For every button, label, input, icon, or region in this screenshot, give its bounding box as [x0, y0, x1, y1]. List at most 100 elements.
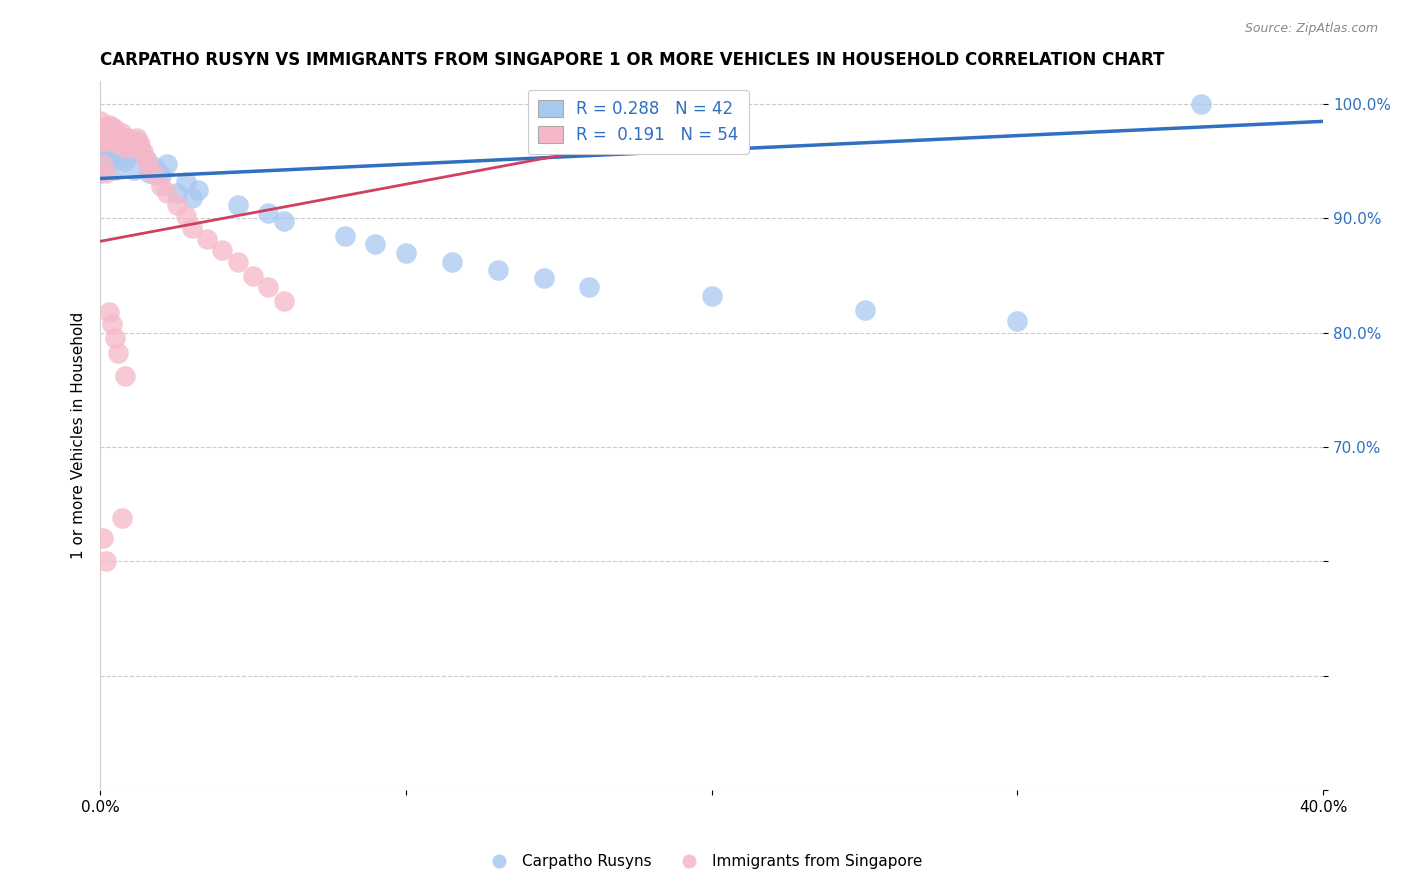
Point [98, 305, 121, 319]
Point [107, 137, 129, 152]
Point [166, 198, 188, 212]
Text: Source: ZipAtlas.com: Source: ZipAtlas.com [1244, 22, 1378, 36]
Point [257, 206, 280, 220]
Point [180, 191, 202, 205]
Point [150, 168, 173, 182]
Point [120, 145, 142, 160]
Point [98, 126, 121, 140]
Point [96, 143, 118, 157]
Point [226, 198, 249, 212]
Point [211, 244, 233, 258]
Point [101, 129, 124, 144]
Point [107, 129, 129, 144]
Point [89, 122, 111, 136]
Point [853, 302, 876, 317]
Point [1189, 97, 1212, 112]
Legend: Carpatho Rusyns, Immigrants from Singapore: Carpatho Rusyns, Immigrants from Singapo… [477, 848, 929, 875]
Point [364, 236, 387, 251]
Point [114, 134, 136, 148]
Point [91, 156, 114, 170]
Point [98, 137, 121, 152]
Point [117, 140, 139, 154]
Point [110, 511, 132, 525]
Point [114, 140, 136, 154]
Point [101, 143, 124, 157]
Point [273, 213, 295, 227]
Point [187, 183, 209, 197]
Point [96, 554, 118, 568]
Point [128, 137, 150, 152]
Point [98, 145, 121, 160]
Point [273, 293, 295, 308]
Point [440, 255, 463, 269]
Point [91, 134, 114, 148]
Point [91, 532, 114, 546]
Point [98, 118, 121, 132]
Point [257, 280, 280, 294]
Point [104, 126, 127, 140]
Point [120, 134, 142, 148]
Point [135, 152, 157, 166]
Point [91, 148, 114, 162]
Point [174, 175, 197, 189]
Point [101, 154, 124, 169]
Point [101, 120, 124, 134]
Point [104, 122, 127, 136]
Point [143, 160, 166, 174]
Text: CARPATHO RUSYN VS IMMIGRANTS FROM SINGAPORE 1 OR MORE VEHICLES IN HOUSEHOLD CORR: CARPATHO RUSYN VS IMMIGRANTS FROM SINGAP… [100, 51, 1164, 69]
Point [1007, 314, 1029, 328]
Point [122, 163, 145, 178]
Point [104, 163, 127, 178]
Legend: R = 0.288   N = 42, R =  0.191   N = 54: R = 0.288 N = 42, R = 0.191 N = 54 [529, 90, 748, 154]
Point [104, 331, 127, 345]
Point [101, 122, 124, 136]
Point [89, 131, 111, 145]
Point [101, 317, 124, 331]
Point [700, 289, 723, 303]
Point [486, 263, 509, 277]
Point [110, 148, 132, 162]
Point [89, 166, 111, 180]
Point [156, 156, 179, 170]
Point [98, 134, 121, 148]
Point [242, 268, 264, 283]
Point [117, 131, 139, 145]
Point [104, 140, 127, 154]
Point [96, 152, 118, 166]
Point [156, 186, 179, 201]
Point [96, 134, 118, 148]
Point [91, 122, 114, 136]
Point [110, 126, 132, 140]
Point [107, 143, 129, 157]
Point [91, 156, 114, 170]
Point [125, 134, 148, 148]
Point [110, 131, 132, 145]
Point [96, 126, 118, 140]
Point [174, 209, 197, 223]
Point [180, 220, 202, 235]
Point [125, 131, 148, 145]
Y-axis label: 1 or more Vehicles in Household: 1 or more Vehicles in Household [72, 312, 86, 559]
Point [114, 154, 136, 169]
Point [135, 152, 157, 166]
Point [150, 179, 173, 194]
Point [138, 166, 160, 180]
Point [578, 280, 600, 294]
Point [128, 143, 150, 157]
Point [395, 245, 418, 260]
Point [195, 232, 218, 246]
Point [114, 369, 136, 384]
Point [89, 114, 111, 128]
Point [138, 160, 160, 174]
Point [96, 120, 118, 134]
Point [226, 255, 249, 269]
Point [96, 166, 118, 180]
Point [107, 346, 129, 360]
Point [122, 140, 145, 154]
Point [533, 271, 555, 285]
Point [333, 228, 356, 243]
Point [143, 168, 166, 182]
Point [132, 145, 155, 160]
Point [91, 129, 114, 144]
Point [166, 186, 188, 201]
